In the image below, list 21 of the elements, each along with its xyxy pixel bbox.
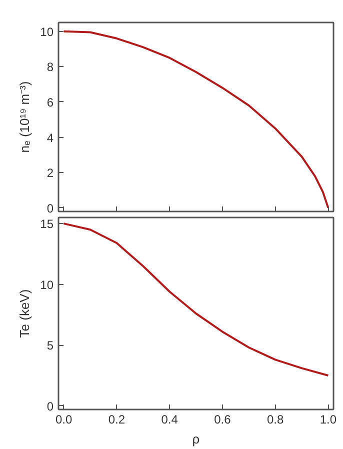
line-series — [62, 222, 330, 376]
y-tick-label: 10 — [40, 24, 54, 39]
y-tick-label: 5 — [46, 338, 54, 353]
x-tick-label: 0.6 — [214, 412, 232, 426]
y-tick-label: 8 — [46, 60, 54, 74]
x-axis-title: ρ — [192, 432, 200, 446]
y-axis-title: Te (keV) — [17, 289, 32, 338]
x-tick-label: 1.0 — [320, 412, 337, 426]
y-tick-label: 0 — [46, 201, 54, 216]
y-tick-label: 6 — [46, 95, 54, 110]
y-tick-label: 0 — [46, 399, 54, 414]
x-tick-label: 0.2 — [108, 412, 126, 426]
y-axis-title: nₑ (10¹⁹ m⁻³) — [17, 81, 32, 153]
x-tick-label: 0.4 — [161, 412, 178, 426]
y-tick-label: 10 — [40, 278, 54, 292]
x-tick-label: 0.8 — [266, 412, 284, 426]
y-tick-label: 15 — [40, 217, 54, 232]
y-tick-label: 4 — [46, 130, 54, 145]
x-tick-label: 0.0 — [55, 412, 72, 426]
line-series — [62, 30, 330, 209]
y-tick-label: 2 — [46, 166, 54, 180]
